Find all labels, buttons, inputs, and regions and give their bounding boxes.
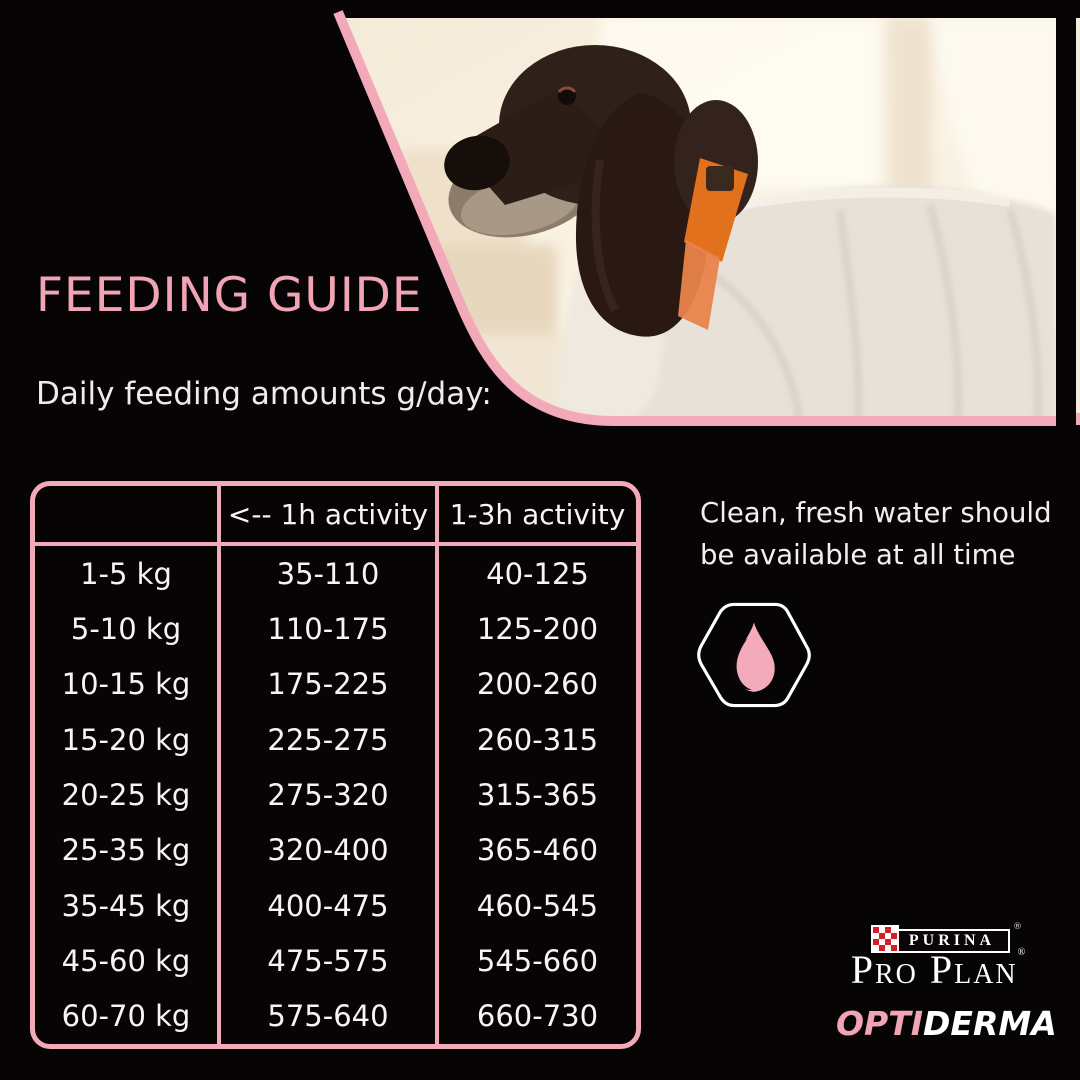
amount-low-cell: 400-475 [217, 877, 435, 934]
weight-cell: 5-10 kg [70, 611, 182, 646]
water-drop-icon [730, 622, 775, 692]
weight-cell: 1-5 kg [80, 556, 172, 591]
amount-low-cell: 175-225 [217, 656, 435, 712]
opti-text: OPTI [836, 1004, 924, 1043]
amount-high-cell: 315-365 [435, 767, 636, 823]
amount-low-cell: 320-400 [217, 822, 435, 878]
purina-checkerboard-icon [871, 925, 899, 953]
feeding-table: <-- 1h activity 1-3h activity 1-5 kg 35-… [30, 481, 641, 1049]
weight-cell: 45-60 kg [61, 943, 191, 978]
proplan-wordmark: Pro Plan® [836, 946, 1040, 993]
weight-cell: 60-70 kg [61, 999, 191, 1034]
purina-logo: PURINA [878, 929, 1010, 953]
amount-high-cell: 260-315 [435, 711, 636, 768]
hexagon-outline [697, 602, 811, 708]
amount-low-cell: 475-575 [217, 933, 435, 989]
proplan-text: Pro Plan [850, 947, 1018, 992]
amount-low-cell: 225-275 [217, 711, 435, 768]
weight-cell: 25-35 kg [61, 833, 191, 868]
water-note-line2: be available at all time [700, 539, 1016, 571]
weight-cell: 15-20 kg [61, 722, 191, 757]
page-title: FEEDING GUIDE [36, 268, 423, 323]
hexagon-badge [697, 602, 811, 708]
edge-sliver-border [1076, 413, 1080, 425]
purina-wordmark: PURINA [908, 932, 996, 949]
dog-photo [333, 10, 1080, 426]
dog-illustration [444, 45, 1056, 417]
amount-low-cell: 35-110 [217, 546, 435, 602]
weight-cell: 10-15 kg [61, 667, 191, 702]
amount-high-cell: 40-125 [435, 546, 636, 602]
page-subtitle: Daily feeding amounts g/day: [36, 376, 492, 412]
amount-high-cell: 125-200 [435, 601, 636, 657]
water-note-line1: Clean, fresh water should [700, 497, 1052, 529]
amount-low-cell: 110-175 [217, 601, 435, 657]
amount-low-cell: 275-320 [217, 767, 435, 823]
amount-high-cell: 365-460 [435, 822, 636, 878]
amount-high-cell: 200-260 [435, 656, 636, 712]
purina-registered-mark: ® [1013, 922, 1022, 932]
amount-high-cell: 660-730 [435, 988, 636, 1044]
weight-cell: 20-25 kg [61, 777, 191, 812]
edge-sliver [1076, 18, 1080, 417]
water-note: Clean, fresh water should be available a… [700, 492, 1052, 576]
amount-high-cell: 545-660 [435, 933, 636, 989]
derma-text: DERMA [923, 1004, 1057, 1043]
table-header-low-activity: <-- 1h activity [217, 486, 435, 546]
weight-cell: 35-45 kg [61, 888, 191, 923]
amount-low-cell: 575-640 [217, 988, 435, 1044]
photo-border [333, 10, 1056, 426]
table-header-empty [35, 486, 217, 546]
optiderma-wordmark: OPTIDERMA [836, 1004, 1057, 1043]
proplan-registered-mark: ® [1017, 947, 1026, 958]
amount-high-cell: 460-545 [435, 877, 636, 934]
table-header-high-activity: 1-3h activity [435, 486, 636, 546]
